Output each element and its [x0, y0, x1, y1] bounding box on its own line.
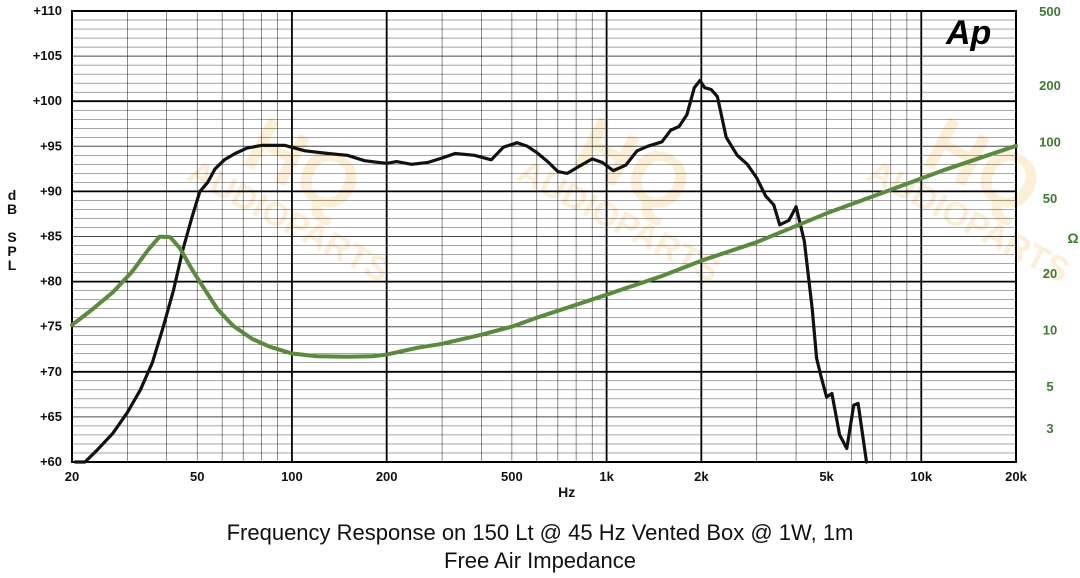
- y-tick-left: +65: [40, 409, 62, 424]
- x-tick: 100: [281, 469, 303, 484]
- y-tick-left: +60: [40, 454, 62, 469]
- y-axis-label-right: Ω: [1067, 230, 1078, 246]
- y-tick-left: +100: [33, 93, 62, 108]
- chart-subtitle: Free Air Impedance: [444, 548, 636, 573]
- ap-logo: Ap: [945, 14, 991, 52]
- y-tick-right: 20: [1043, 266, 1057, 281]
- x-tick: 20: [65, 469, 79, 484]
- y-axis-label-left: P: [7, 243, 16, 259]
- y-tick-right: 3: [1046, 421, 1053, 436]
- plot-frame: [71, 10, 1017, 463]
- x-tick: 500: [501, 469, 523, 484]
- y-tick-left: +95: [40, 138, 62, 153]
- x-tick: 1k: [599, 469, 614, 484]
- x-tick: 20k: [1005, 469, 1027, 484]
- spl-curve: [73, 78, 869, 464]
- x-tick: 200: [376, 469, 398, 484]
- y-tick-right: 10: [1043, 323, 1057, 338]
- y-axis-label-left: B: [7, 201, 17, 217]
- x-tick: 5k: [819, 469, 834, 484]
- y-tick-right: 500: [1039, 4, 1061, 19]
- y-tick-left: +105: [33, 48, 62, 63]
- y-tick-left: +80: [40, 274, 62, 289]
- y-tick-left: +90: [40, 183, 62, 198]
- y-tick-left: +85: [40, 229, 62, 244]
- grid: [71, 10, 1017, 463]
- y-tick-left: +110: [33, 3, 62, 18]
- x-tick: 50: [190, 469, 204, 484]
- chart-title: Frequency Response on 150 Lt @ 45 Hz Ven…: [226, 520, 854, 545]
- y-tick-right: 200: [1039, 78, 1061, 93]
- series-layer: [70, 78, 1018, 464]
- y-tick-right: 5: [1046, 379, 1053, 394]
- y-tick-right: 100: [1039, 134, 1061, 149]
- y-axis-label-left: L: [8, 257, 17, 273]
- x-axis-label: Hz: [558, 484, 575, 500]
- plot-border: [71, 10, 1017, 463]
- y-axis-label-left: d: [8, 187, 17, 203]
- y-axis-label-left: S: [7, 229, 16, 245]
- y-tick-right: 50: [1043, 191, 1057, 206]
- x-tick: 10k: [910, 469, 932, 484]
- y-tick-left: +70: [40, 364, 62, 379]
- y-tick-left: +75: [40, 319, 62, 334]
- x-tick: 2k: [694, 469, 709, 484]
- impedance-curve: [70, 143, 1018, 359]
